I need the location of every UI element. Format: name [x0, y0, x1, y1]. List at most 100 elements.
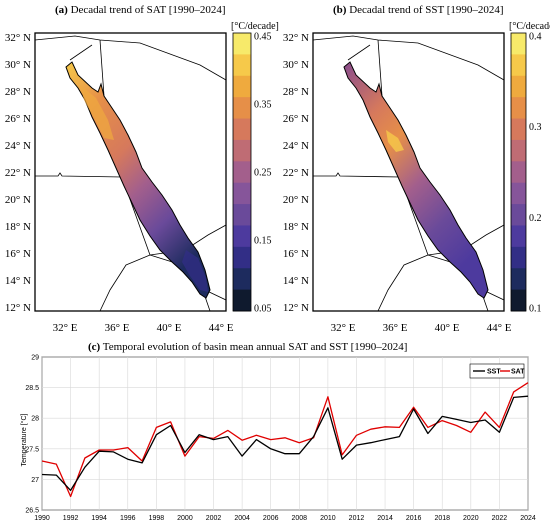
colorbar-b-segment — [511, 182, 526, 205]
lat-tick-label-b: 30° N — [283, 59, 309, 71]
colorbar-a-tick: 0.05 — [254, 304, 272, 315]
colorbar-b-segment — [511, 268, 526, 291]
colorbar-b-segment — [511, 225, 526, 248]
panel-a-title-text: Decadal trend of SAT [1990–2024] — [70, 4, 226, 16]
lat-tick-label-b: 22° N — [283, 167, 309, 179]
colorbar-a-tick: 0.35 — [254, 100, 272, 111]
lat-tick-label-a: 24° N — [5, 140, 31, 152]
colorbar-b-tick: 0.3 — [529, 122, 542, 133]
lat-tick-label-a: 18° N — [5, 221, 31, 233]
timeseries-grid — [41, 356, 529, 511]
lat-tick-label-a: 28° N — [5, 86, 31, 98]
lat-tick-label-a: 16° N — [5, 248, 31, 260]
panel-c-title: (c) Temporal evolution of basin mean ann… — [88, 341, 407, 353]
lat-tick-label-b: 14° N — [283, 275, 309, 287]
colorbar-a-segment — [233, 225, 251, 248]
lat-tick-label-a: 12° N — [5, 302, 31, 314]
x-tick-label: 2014 — [377, 515, 393, 522]
colorbar-b-segment — [511, 204, 526, 226]
lat-tick-label-b: 26° N — [283, 113, 309, 125]
colorbar-a-frame — [232, 32, 252, 312]
y-tick-label: 26.5 — [25, 508, 39, 515]
legend-sat-label: SAT — [511, 369, 525, 376]
colorbar-b-tick: 0.1 — [529, 304, 542, 315]
series-line-sst — [41, 395, 529, 492]
x-tick-label: 2018 — [434, 515, 450, 522]
colorbar-a-segment — [233, 246, 251, 269]
colorbar-a-segment — [233, 33, 251, 55]
colorbar-a-tick: 0.25 — [254, 168, 272, 179]
series-line-sat — [41, 382, 529, 498]
lat-tick-label-a: 32° N — [5, 32, 31, 44]
lat-tick-label-a: 20° N — [5, 194, 31, 206]
lon-tick-label-a: 44° E — [209, 322, 234, 334]
lat-tick-label-b: 24° N — [283, 140, 309, 152]
x-tick-label: 2006 — [263, 515, 279, 522]
legend-sst-label: SST — [487, 369, 501, 376]
colorbar-b-segment — [511, 289, 526, 312]
x-tick-label: 1996 — [120, 515, 136, 522]
y-tick-label: 27 — [31, 477, 39, 484]
lat-tick-label-b: 32° N — [283, 32, 309, 44]
x-tick-label: 2000 — [177, 515, 193, 522]
colorbar-a-segment — [233, 204, 251, 226]
timeseries-lines — [41, 382, 529, 498]
x-tick-label: 2016 — [406, 515, 422, 522]
x-tick-label: 2002 — [206, 515, 222, 522]
lat-tick-label-a: 22° N — [5, 167, 31, 179]
x-tick-label: 1998 — [149, 515, 165, 522]
legend: SST SAT — [469, 363, 525, 379]
panel-b-label: (b) — [333, 4, 347, 16]
lon-tick-label-a: 40° E — [157, 322, 182, 334]
colorbar-b-segment — [511, 54, 526, 77]
colorbar-a-segment — [233, 54, 251, 77]
panel-b-title: (b) Decadal trend of SST [1990–2024] — [333, 4, 504, 16]
x-tick-label: 2022 — [492, 515, 508, 522]
colorbar-a-segment — [233, 268, 251, 291]
colorbar-b-tick: 0.4 — [529, 32, 542, 43]
x-tick-label: 1990 — [34, 515, 50, 522]
lon-tick-label-b: 32° E — [331, 322, 356, 334]
lon-tick-label-a: 36° E — [105, 322, 130, 334]
x-tick-label: 1992 — [63, 515, 79, 522]
colorbar-a-segment — [233, 182, 251, 205]
lat-tick-label-b: 12° N — [283, 302, 309, 314]
lat-tick-label-b: 16° N — [283, 248, 309, 260]
x-tick-label: 2004 — [234, 515, 250, 522]
panel-a-label: (a) — [55, 4, 68, 16]
map-axis-ticks: 32° N 30° N 28° N 26° N 24° N 22° N 20° N 18° N… — [5, 32, 512, 334]
colorbars: [°C/decade]0.450.350.250.150.05[°C/decad… — [231, 21, 550, 315]
x-tick-label: 2010 — [320, 515, 336, 522]
colorbar-b-segment — [511, 161, 526, 184]
colorbar-b-segment — [511, 118, 526, 141]
panel-c-label: (c) — [88, 341, 101, 353]
map-a — [34, 32, 227, 312]
sat-cool-south — [182, 250, 208, 292]
y-tick-label: 28 — [31, 416, 39, 423]
y-tick-label: 29 — [31, 355, 39, 362]
x-tick-label: 1994 — [91, 515, 107, 522]
panel-a-title: (a) Decadal trend of SAT [1990–2024] — [55, 4, 226, 16]
colorbar-a-tick: 0.45 — [254, 32, 272, 43]
colorbar-a-segment — [233, 289, 251, 312]
lon-tick-label-a: 32° E — [53, 322, 78, 334]
map-b — [312, 32, 505, 312]
colorbar-b-segment — [511, 33, 526, 55]
colorbar-a-segment — [233, 75, 251, 98]
lon-tick-label-b: 44° E — [487, 322, 512, 334]
colorbar-b-unit: [°C/decade] — [509, 21, 550, 32]
colorbar-b-segment — [511, 75, 526, 98]
lat-tick-label-b: 28° N — [283, 86, 309, 98]
lat-tick-label-b: 18° N — [283, 221, 309, 233]
colorbar-b-segment — [511, 139, 526, 162]
y-axis-label: Temperature [°C] — [20, 413, 28, 466]
lat-tick-label-a: 14° N — [5, 275, 31, 287]
lat-tick-label-b: 20° N — [283, 194, 309, 206]
colorbar-b-segment — [511, 246, 526, 269]
colorbar-a-segment — [233, 161, 251, 184]
colorbar-a-unit: [°C/decade] — [231, 21, 279, 32]
x-tick-label: 2020 — [463, 515, 479, 522]
